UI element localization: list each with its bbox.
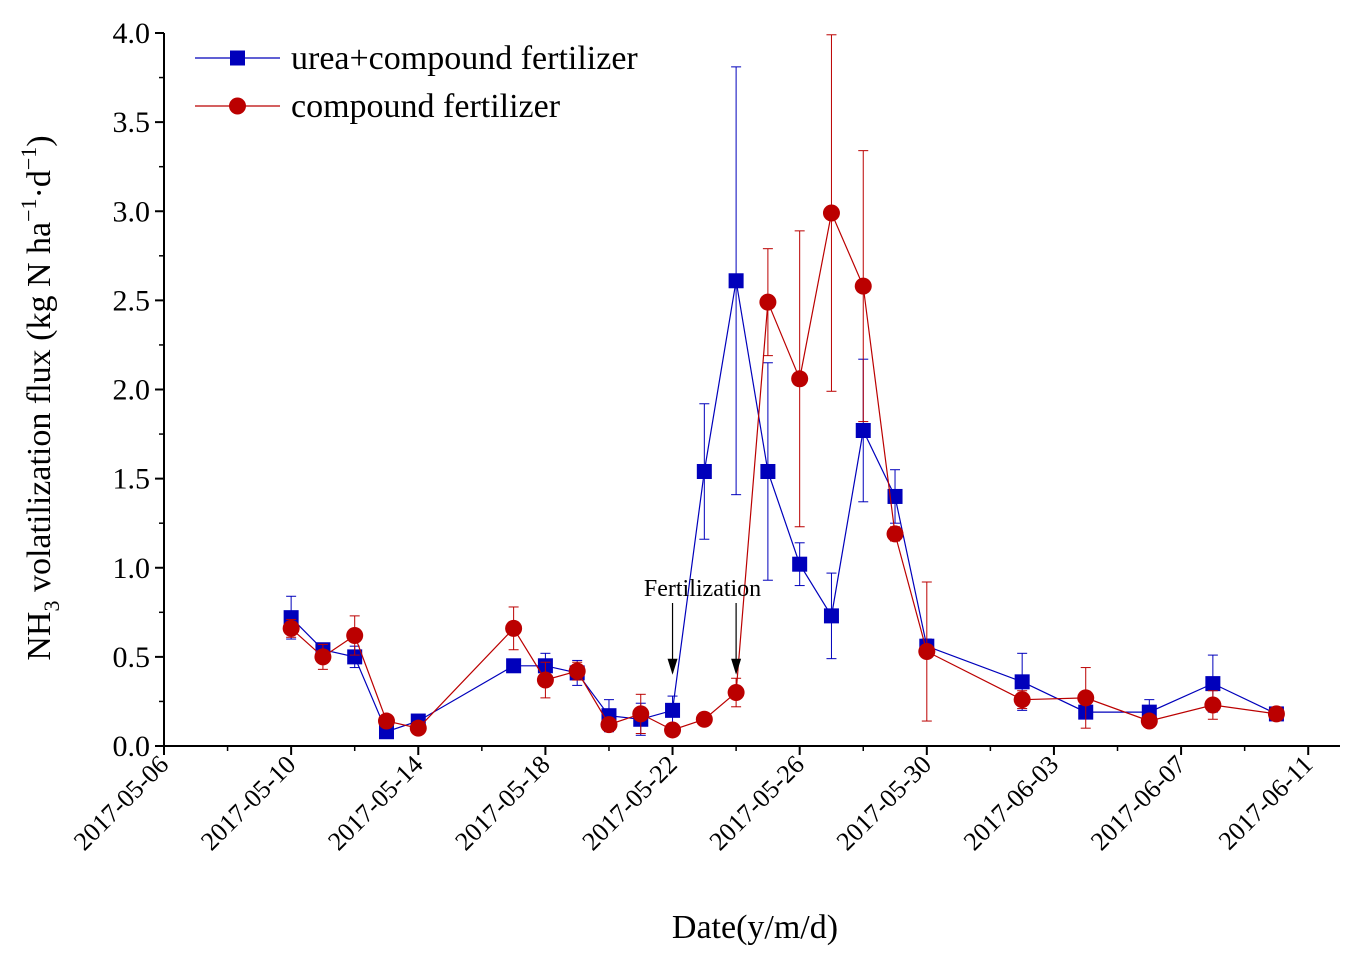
data-point-square <box>1205 676 1221 692</box>
data-point-circle <box>282 619 300 637</box>
data-point-square <box>728 273 744 289</box>
data-point-square <box>792 556 808 572</box>
series-line <box>290 280 1277 733</box>
legend-marker-square <box>230 50 245 66</box>
data-point-square <box>1014 674 1030 690</box>
x-tick-label: 2017-05-06 <box>68 750 174 856</box>
data-point-circle <box>1204 696 1222 714</box>
data-point-circle <box>314 648 332 666</box>
data-point-square <box>665 702 681 718</box>
x-tick-label: 2017-05-30 <box>831 750 937 856</box>
x-tick-label: 2017-05-10 <box>195 750 301 856</box>
y-tick-label: 4.0 <box>113 17 151 50</box>
data-point-circle <box>632 705 650 723</box>
series-line <box>290 210 1277 731</box>
data-point-circle <box>1267 705 1285 723</box>
x-tick-label: 2017-06-11 <box>1213 750 1319 856</box>
y-tick-label: 3.0 <box>113 195 151 228</box>
legend-label: compound fertilizer <box>291 88 561 125</box>
y-tick-label: 3.5 <box>113 106 151 139</box>
data-point-circle <box>664 721 682 739</box>
x-tick-label: 2017-06-07 <box>1085 750 1191 856</box>
fertilization-arrow-head <box>667 658 678 675</box>
data-point-circle <box>600 716 618 734</box>
data-point-circle <box>568 662 586 680</box>
data-point-circle <box>886 525 904 543</box>
fertilization-label: Fertilization <box>644 576 761 602</box>
data-point-circle <box>791 370 809 388</box>
data-point-circle <box>1013 691 1031 709</box>
data-point-square <box>506 658 522 674</box>
data-point-circle <box>727 684 745 702</box>
data-point-circle <box>918 643 936 661</box>
y-tick-label: 1.0 <box>113 552 151 585</box>
y-tick-label: 0.5 <box>113 641 151 674</box>
legend-marker-circle <box>229 97 246 115</box>
x-tick-label: 2017-05-18 <box>449 750 555 856</box>
x-tick-label: 2017-05-26 <box>704 750 810 856</box>
legend: urea+compound fertilizer compound fertili… <box>195 40 638 125</box>
data-point-circle <box>759 293 777 311</box>
data-point-circle <box>854 277 872 295</box>
data-point-circle <box>377 712 395 730</box>
data-point-circle <box>1077 689 1095 707</box>
data-point-circle <box>346 626 364 644</box>
data-point-circle <box>1140 712 1158 730</box>
y-tick-label: 2.0 <box>113 374 151 407</box>
y-tick-label: 0.0 <box>113 730 151 763</box>
data-point-square <box>823 608 839 624</box>
series-1 <box>283 66 1284 740</box>
x-tick-label: 2017-06-03 <box>958 750 1064 856</box>
data-point-circle <box>536 671 554 689</box>
data-point-circle <box>822 204 840 222</box>
data-point-circle <box>505 619 523 637</box>
x-axis-title: Date(y/m/d) <box>672 909 838 946</box>
y-axis-title: NH3 volatilization flux (kg N ha−1·d−1) <box>16 135 64 660</box>
data-point-circle <box>409 719 427 737</box>
data-point-square <box>760 463 776 479</box>
series-2 <box>282 34 1285 739</box>
x-tick-label: 2017-05-22 <box>576 750 682 856</box>
data-point-circle <box>695 710 713 728</box>
data-point-square <box>347 649 363 665</box>
fertilization-arrow-head <box>731 658 742 675</box>
data-point-square <box>696 463 712 479</box>
x-tick-label: 2017-05-14 <box>322 750 428 856</box>
legend-label: urea+compound fertilizer <box>291 40 638 77</box>
series-layer <box>282 34 1285 740</box>
y-tick-label: 2.5 <box>113 284 151 317</box>
y-tick-label: 1.5 <box>113 463 151 496</box>
data-point-square <box>855 422 871 438</box>
annotation-layer: Fertilization <box>644 576 761 675</box>
